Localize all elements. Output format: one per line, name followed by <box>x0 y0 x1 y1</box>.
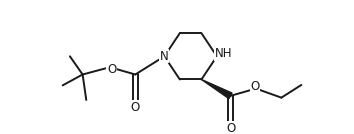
Text: NH: NH <box>215 47 232 60</box>
Text: O: O <box>250 80 259 93</box>
Text: O: O <box>226 122 235 134</box>
Polygon shape <box>201 79 232 99</box>
Text: O: O <box>107 63 116 76</box>
Text: O: O <box>131 101 140 114</box>
Text: N: N <box>160 50 169 63</box>
